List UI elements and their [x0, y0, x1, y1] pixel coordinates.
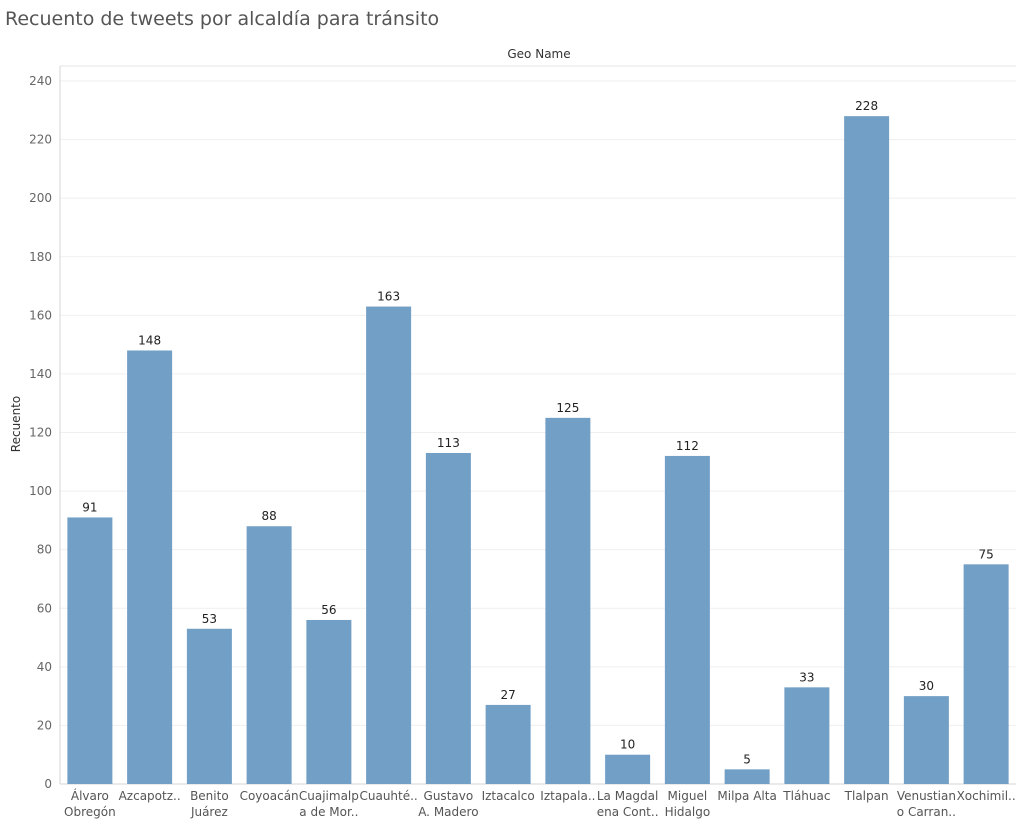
- bar: [366, 306, 412, 784]
- y-tick-label: 0: [44, 777, 52, 791]
- bar: [903, 696, 949, 784]
- y-tick-label: 140: [29, 367, 52, 381]
- data-label: 91: [82, 500, 97, 514]
- data-label: 10: [620, 738, 635, 752]
- column-header: Geo Name: [507, 47, 570, 61]
- data-label: 228: [855, 99, 878, 113]
- data-label: 27: [500, 688, 515, 702]
- y-tick-label: 80: [37, 543, 52, 557]
- data-label: 112: [676, 439, 699, 453]
- y-tick-label: 200: [29, 191, 52, 205]
- x-tick-label: Venustian o Carran..: [897, 789, 956, 819]
- y-tick-label: 220: [29, 133, 52, 147]
- y-tick-label: 60: [37, 601, 52, 615]
- bar: [664, 455, 710, 784]
- x-tick-label: Tlalpan: [844, 789, 889, 803]
- bar: [127, 350, 173, 784]
- bar: [306, 619, 352, 784]
- bar: [425, 453, 471, 784]
- bar: [605, 754, 651, 784]
- data-label: 30: [919, 679, 934, 693]
- x-tick-label: Azcapotz..: [119, 789, 181, 803]
- data-label: 53: [202, 612, 217, 626]
- x-tick-label: Cuauhté..: [359, 789, 417, 803]
- bar: [485, 704, 531, 784]
- data-label: 75: [978, 547, 993, 561]
- data-label: 33: [799, 670, 814, 684]
- x-tick-label: Tláhuac: [782, 789, 830, 803]
- x-tick-label: Iztacalco: [482, 789, 535, 803]
- data-label: 163: [377, 290, 400, 304]
- y-tick-label: 160: [29, 308, 52, 322]
- x-tick-label: Benito Juárez: [190, 789, 229, 819]
- page-title: Recuento de tweets por alcaldía para trá…: [5, 8, 440, 30]
- x-tick-label: Miguel Hidalgo: [665, 789, 711, 819]
- bar: [246, 526, 292, 784]
- bar: [545, 417, 591, 784]
- y-tick-label: 180: [29, 250, 52, 264]
- bar: [67, 517, 113, 784]
- data-label: 5: [743, 752, 751, 766]
- x-tick-label: Cuajimalp a de Mor..: [299, 789, 359, 819]
- bar: [963, 564, 1009, 784]
- x-tick-label: Iztapala..: [540, 789, 595, 803]
- y-tick-label: 100: [29, 484, 52, 498]
- bar: [784, 687, 830, 784]
- bar: [724, 769, 770, 784]
- y-axis-title: Recuento: [9, 396, 23, 452]
- x-tick-label: Coyoacán: [240, 789, 299, 803]
- y-tick-label: 20: [37, 718, 52, 732]
- x-tick-label: Álvaro Obregón: [64, 788, 116, 819]
- data-label: 56: [321, 603, 336, 617]
- x-tick-label: Milpa Alta: [717, 789, 776, 803]
- data-label: 125: [556, 401, 579, 415]
- data-label: 113: [437, 436, 460, 450]
- x-tick-label: Gustavo A. Madero: [418, 789, 478, 819]
- data-label: 148: [138, 333, 161, 347]
- bar: [186, 628, 232, 784]
- y-tick-label: 40: [37, 660, 52, 674]
- y-tick-label: 120: [29, 426, 52, 440]
- data-label: 88: [261, 509, 276, 523]
- bar: [844, 116, 890, 784]
- x-tick-label: La Magdal ena Cont..: [597, 789, 659, 819]
- y-tick-label: 240: [29, 74, 52, 88]
- x-tick-label: Xochimil..: [957, 789, 1016, 803]
